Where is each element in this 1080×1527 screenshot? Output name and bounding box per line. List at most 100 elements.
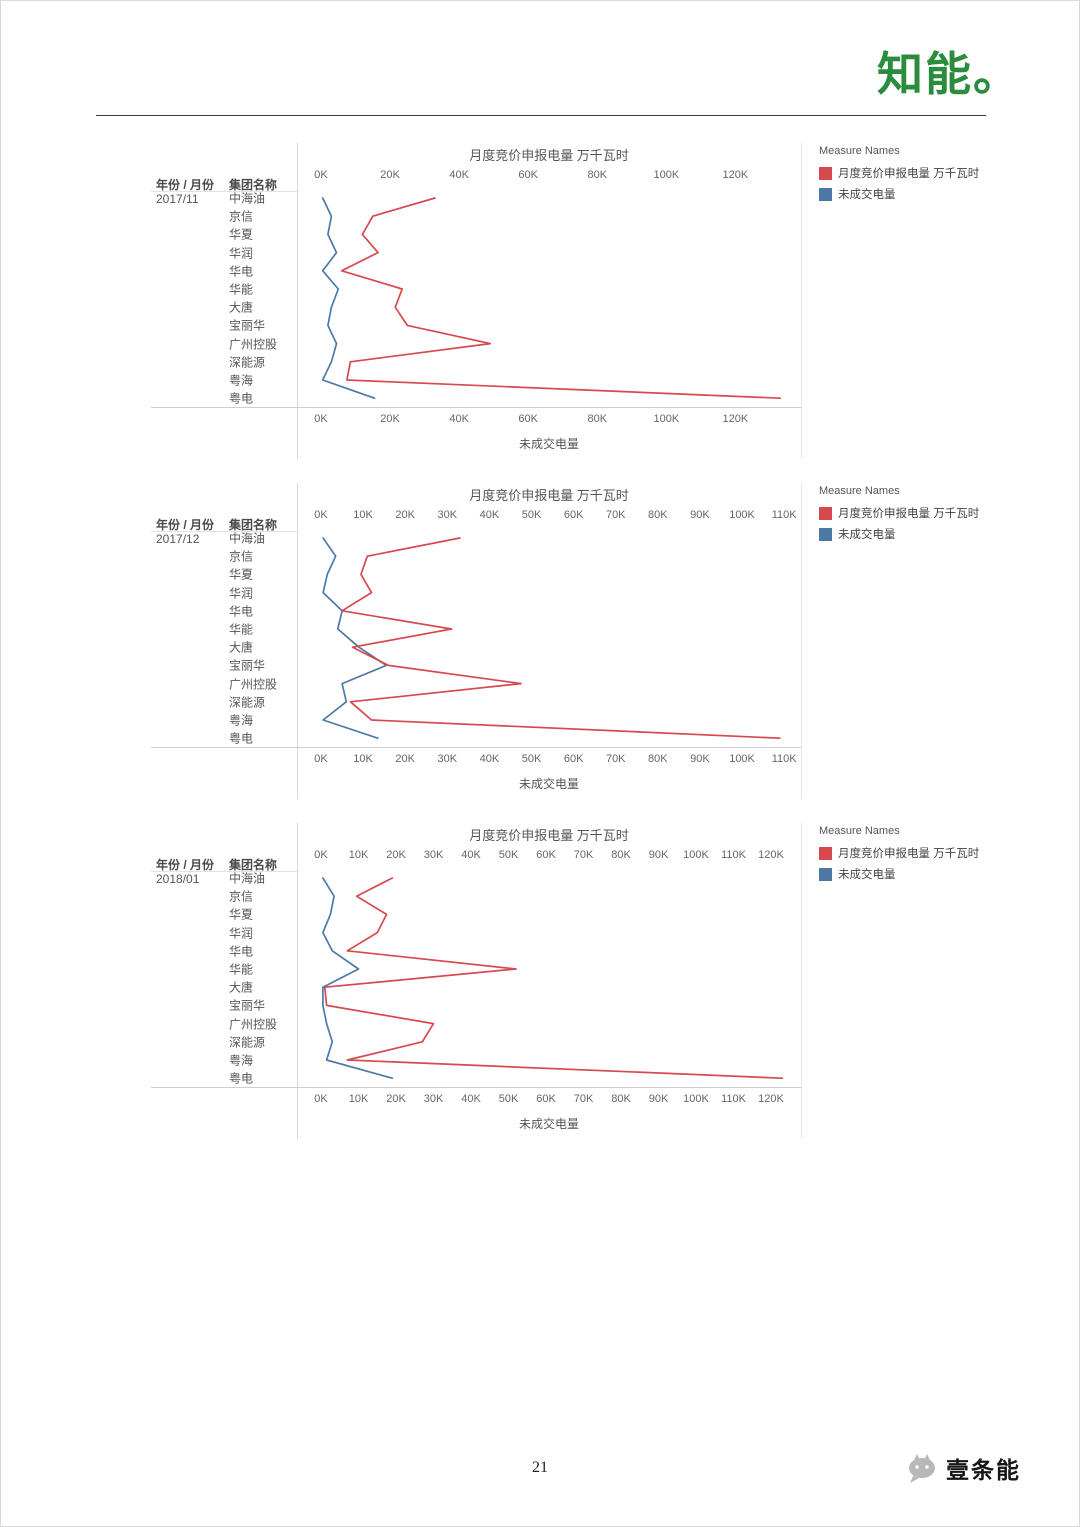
category-label: 中海油	[229, 871, 266, 886]
chart-title: 月度竞价申报电量 万千瓦时	[469, 148, 629, 163]
axis-tick-label: 30K	[423, 1093, 444, 1105]
blue-swatch-icon	[819, 867, 832, 881]
axis-tick-label: 30K	[437, 509, 458, 521]
plot-area	[297, 189, 801, 409]
axis-tick-label: 0K	[314, 1093, 328, 1105]
legend-entry-declared: 月度竞价申报电量 万千瓦时	[819, 505, 1024, 521]
axis-tick-label: 90K	[690, 509, 710, 521]
axis-tick-label: 100K	[653, 169, 680, 181]
legend-entry-declared: 月度竞价申报电量 万千瓦时	[819, 845, 1024, 861]
header-underline	[151, 191, 297, 192]
series-line-declared	[323, 877, 784, 1080]
axis-tick-label: 10K	[353, 753, 373, 765]
bottom-axis-title: 未成交电量	[518, 777, 579, 791]
axis-tick-label: 100K	[729, 509, 755, 521]
column-header-group: 集团名称	[229, 178, 278, 192]
red-swatch-icon	[819, 846, 832, 860]
category-label: 京信	[229, 209, 254, 224]
category-label: 粤电	[229, 391, 254, 406]
plot-area	[297, 869, 801, 1089]
axis-tick-label: 60K	[563, 509, 584, 521]
legend-entry-label: 月度竞价申报电量 万千瓦时	[838, 848, 980, 860]
legend-entry-label: 月度竞价申报电量 万千瓦时	[838, 508, 980, 520]
axis-tick-label: 40K	[461, 849, 481, 861]
axis-tick-label: 80K	[648, 509, 668, 521]
red-swatch-icon	[819, 166, 832, 180]
legend-entry-label: 未成交电量	[838, 189, 896, 201]
red-swatch-icon	[819, 506, 832, 520]
plot-right-border	[801, 143, 802, 459]
category-label: 粤海	[229, 713, 254, 728]
axis-tick-label: 50K	[498, 849, 519, 861]
line-chart-svg	[322, 537, 781, 740]
axis-tick-label: 120K	[722, 169, 749, 181]
blue-swatch-icon	[819, 187, 832, 201]
axis-tick-label: 0K	[314, 753, 328, 765]
axis-tick-label: 20K	[380, 413, 400, 425]
top-axis: 0K 20K 40K 60K 80K 100K 120K	[151, 169, 1031, 183]
axis-tick-label: 80K	[611, 1093, 631, 1105]
axis-tick-label: 10K	[348, 1093, 369, 1105]
category-label: 华润	[229, 586, 254, 601]
series-line-untraded	[321, 197, 376, 400]
header-underline	[151, 871, 297, 872]
legend: Measure Names 月度竞价申报电量 万千瓦时 未成交电量	[819, 825, 1024, 887]
axis-baseline	[151, 747, 801, 748]
axis-tick-label: 60K	[563, 753, 584, 765]
legend-title: Measure Names	[819, 145, 900, 157]
category-label: 广州控股	[229, 677, 278, 692]
axis-tick-label: 0K	[314, 509, 328, 521]
bottom-axis-title: 未成交电量	[518, 437, 579, 451]
category-label: 华夏	[229, 907, 254, 922]
brand-logo: 知能。	[877, 48, 1021, 100]
category-label: 华电	[229, 604, 254, 619]
category-label: 深能源	[229, 695, 266, 710]
category-label: 华电	[229, 264, 254, 279]
axis-tick-label: 80K	[587, 413, 608, 425]
category-label: 大唐	[229, 980, 254, 995]
page-number: 21	[532, 1459, 548, 1476]
legend-entry-label: 未成交电量	[838, 869, 896, 881]
axis-tick-label: 40K	[479, 509, 500, 521]
axis-tick-label: 50K	[521, 509, 542, 521]
period-label: 2017/12	[156, 532, 200, 546]
axis-tick-label: 20K	[380, 169, 400, 181]
axis-tick-label: 20K	[386, 849, 406, 861]
axis-tick-label: 20K	[395, 753, 415, 765]
legend-entry-label: 月度竞价申报电量 万千瓦时	[838, 168, 980, 180]
footer-brand-text: 壹条能	[946, 1457, 1021, 1483]
category-label: 宝丽华	[229, 658, 266, 673]
axis-tick-label: 20K	[386, 1093, 406, 1105]
axis-tick-label: 90K	[648, 849, 669, 861]
axis-tick-label: 70K	[605, 753, 626, 765]
bottom-axis: 0K 10K 20K 30K 40K 50K 60K 70K 80K 90K 100K 110K	[151, 753, 1031, 767]
category-label: 华电	[229, 944, 254, 959]
line-chart-svg	[322, 877, 784, 1080]
legend-entry-untraded: 未成交电量	[819, 186, 1024, 202]
chart-title: 月度竞价申报电量 万千瓦时	[469, 828, 629, 843]
category-label: 粤海	[229, 373, 254, 388]
axis-tick-label: 120K	[722, 413, 749, 425]
axis-tick-label: 100K	[683, 849, 709, 861]
legend-entry-untraded: 未成交电量	[819, 866, 1024, 882]
chart-2017-12: 月度竞价申报电量 万千瓦时 年份 / 月份 集团名称 2017/12 中海油 京信…	[151, 481, 1031, 811]
legend-title: Measure Names	[819, 485, 900, 497]
axis-tick-label: 110K	[721, 849, 746, 861]
category-label: 京信	[229, 549, 254, 564]
chart-2018-01: 月度竞价申报电量 万千瓦时 年份 / 月份 集团名称 2018/01 中海油 京信…	[151, 821, 1031, 1151]
axis-tick-label: 50K	[521, 753, 542, 765]
chart-title: 月度竞价申报电量 万千瓦时	[469, 488, 629, 503]
legend-entry-untraded: 未成交电量	[819, 526, 1024, 542]
category-label: 中海油	[229, 191, 266, 206]
header-divider	[96, 115, 986, 116]
chart-2017-11: 月度竞价申报电量 万千瓦时 年份 / 月份 集团名称 2017/11 中海油 京信…	[151, 141, 1031, 471]
axis-tick-label: 40K	[449, 169, 469, 181]
column-header-group: 集团名称	[229, 858, 278, 872]
category-label: 粤海	[229, 1053, 254, 1068]
bottom-axis: 0K 20K 40K 60K 80K 100K 120K	[151, 413, 1031, 427]
axis-tick-label: 20K	[395, 509, 415, 521]
axis-tick-label: 110K	[771, 753, 797, 765]
axis-tick-label: 90K	[690, 753, 710, 765]
category-label: 中海油	[229, 531, 266, 546]
